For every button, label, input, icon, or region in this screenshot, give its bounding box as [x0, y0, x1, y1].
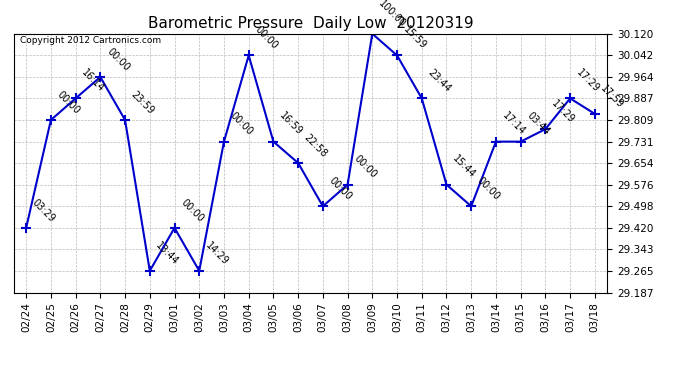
Text: 03:44: 03:44	[525, 111, 551, 138]
Text: 22:58: 22:58	[302, 132, 329, 159]
Text: 15:59: 15:59	[401, 24, 428, 51]
Text: 00:00: 00:00	[352, 154, 378, 180]
Text: 00:00: 00:00	[104, 46, 131, 73]
Text: 100:00: 100:00	[377, 0, 408, 30]
Text: 00:00: 00:00	[228, 111, 255, 138]
Text: 15:44: 15:44	[451, 154, 477, 180]
Text: 17:29: 17:29	[574, 68, 601, 94]
Text: 00:00: 00:00	[179, 197, 206, 224]
Text: 23:44: 23:44	[426, 68, 453, 94]
Text: 03:29: 03:29	[30, 197, 57, 224]
Text: 17:29: 17:29	[549, 98, 576, 125]
Title: Barometric Pressure  Daily Low  20120319: Barometric Pressure Daily Low 20120319	[148, 16, 473, 31]
Text: 17:14: 17:14	[500, 111, 527, 138]
Text: 00:00: 00:00	[475, 176, 502, 202]
Text: 00:00: 00:00	[327, 176, 354, 202]
Text: 16:59: 16:59	[277, 111, 304, 138]
Text: 13:44: 13:44	[154, 240, 181, 267]
Text: 14:29: 14:29	[204, 240, 230, 267]
Text: 16:14: 16:14	[80, 68, 106, 94]
Text: Copyright 2012 Cartronics.com: Copyright 2012 Cartronics.com	[20, 36, 161, 45]
Text: 00:00: 00:00	[253, 24, 279, 51]
Text: 23:59: 23:59	[129, 89, 156, 116]
Text: 17:59: 17:59	[599, 83, 626, 110]
Text: 00:00: 00:00	[55, 89, 81, 116]
